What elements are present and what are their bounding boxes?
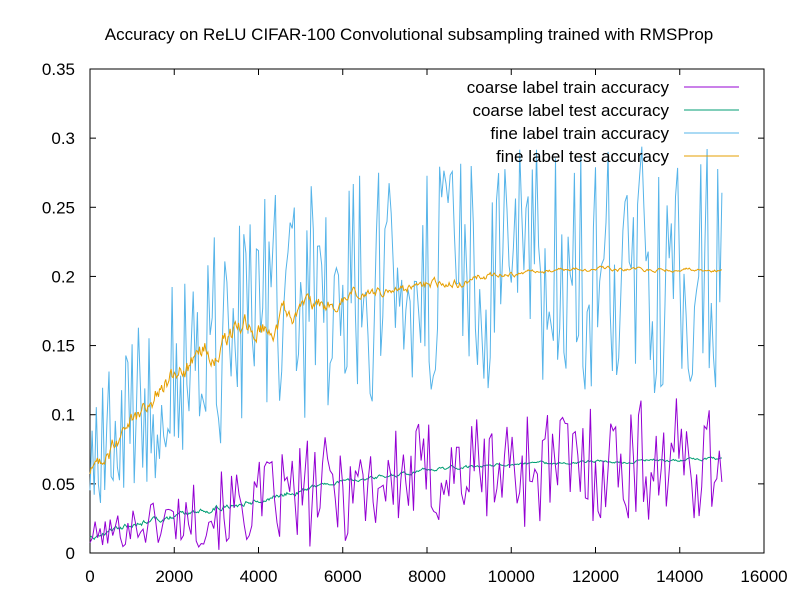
y-ticks: 0 0.05 0.1 0.15 0.2 0.25 0.3 0.35 [42, 60, 764, 563]
x-tick-label: 6000 [324, 567, 362, 586]
axes: 0 2000 4000 6000 8000 10000 12000 14000 16000 00… [42, 60, 788, 586]
series-lines [89, 146, 723, 550]
series-line-fine-label-test-accuracy [89, 265, 722, 475]
x-tick-label: 14000 [656, 567, 703, 586]
y-tick-label: 0.35 [42, 60, 75, 79]
series-line-fine-label-train-accuracy [89, 146, 723, 503]
y-tick-label: 0 [66, 544, 75, 563]
x-tick-label: 12000 [572, 567, 619, 586]
y-tick-label: 0.25 [42, 198, 75, 217]
x-ticks: 0 2000 4000 6000 8000 10000 12000 14000 16000 [85, 69, 788, 586]
series-line-coarse-label-train-accuracy [89, 398, 723, 550]
x-tick-label: 2000 [155, 567, 193, 586]
x-tick-label: 0 [85, 567, 94, 586]
y-tick-label: 0.3 [51, 129, 75, 148]
legend-label: fine label test accuracy [496, 147, 669, 166]
x-tick-label: 4000 [240, 567, 278, 586]
series-line-coarse-label-test-accuracy [89, 456, 722, 541]
x-tick-label: 10000 [488, 567, 535, 586]
y-tick-label: 0.15 [42, 337, 75, 356]
y-tick-label: 0.1 [51, 406, 75, 425]
y-tick-label: 0.05 [42, 475, 75, 494]
x-tick-label: 8000 [408, 567, 446, 586]
x-tick-label: 16000 [740, 567, 787, 586]
chart-title: Accuracy on ReLU CIFAR-100 Convolutional… [105, 25, 714, 44]
legend-label: coarse label test accuracy [472, 101, 669, 120]
legend-label: fine label train accuracy [490, 124, 669, 143]
legend-label: coarse label train accuracy [467, 78, 670, 97]
y-tick-label: 0.2 [51, 267, 75, 286]
legend: coarse label train accuracy coarse label … [467, 78, 739, 166]
